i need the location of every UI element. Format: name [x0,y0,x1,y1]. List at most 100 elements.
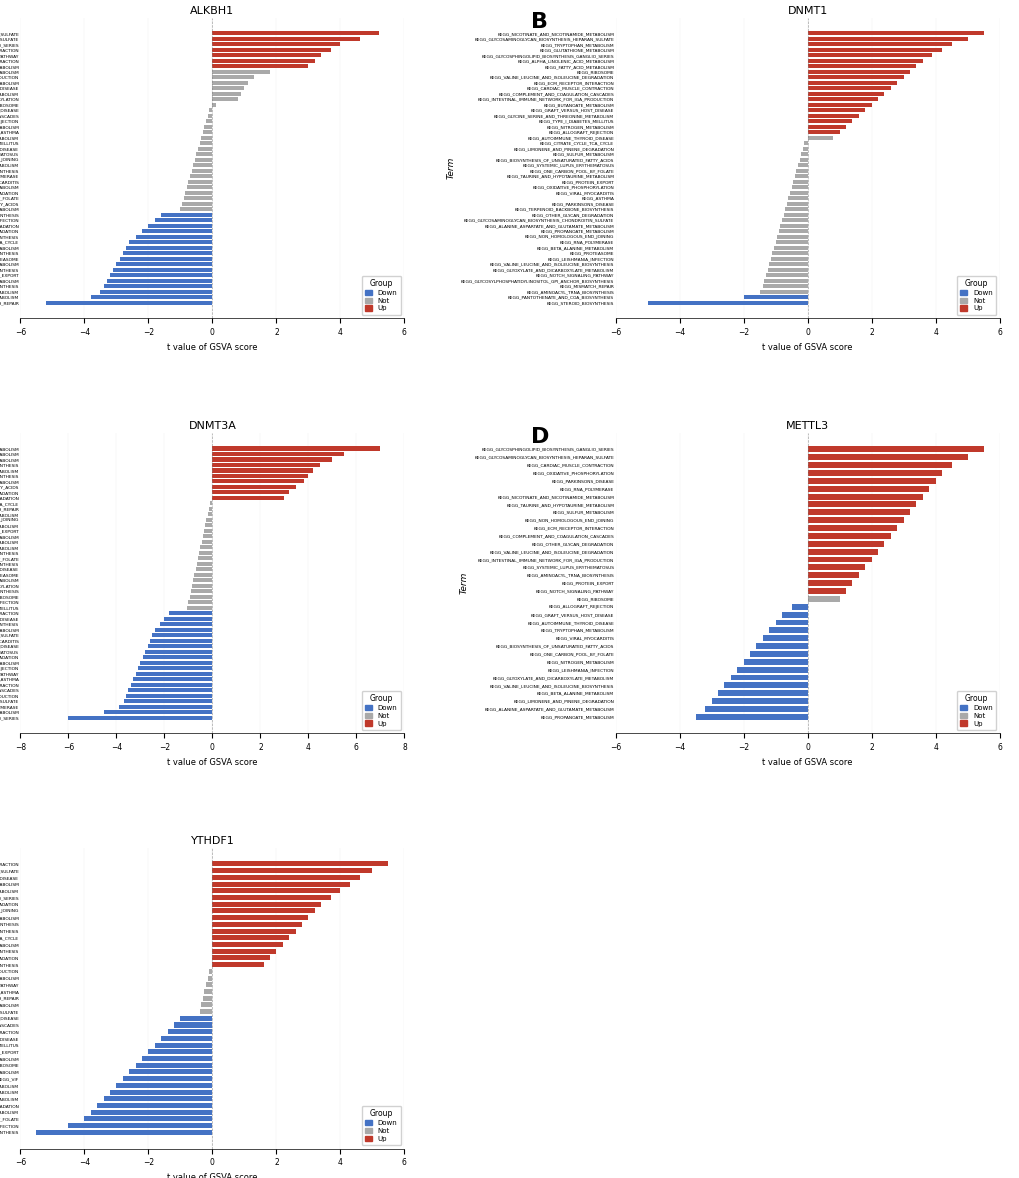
Bar [201,135,212,140]
Bar [206,518,212,522]
Bar [37,1130,212,1134]
Bar [212,496,284,499]
Bar [212,42,340,46]
Bar [737,667,807,673]
Legend: Down, Not, Up: Down, Not, Up [956,276,996,315]
Bar [212,881,350,887]
Bar [85,1117,212,1121]
Bar [797,164,807,167]
Bar [104,710,212,714]
Bar [788,197,807,200]
Bar [212,962,263,967]
Bar [200,1010,212,1014]
Bar [155,218,212,223]
Bar [195,158,212,161]
Bar [762,635,807,641]
Bar [212,928,296,934]
Bar [210,502,212,505]
Bar [807,102,871,107]
Bar [113,267,212,272]
Bar [100,290,212,293]
Bar [802,147,807,151]
Bar [807,596,839,602]
Bar [807,135,833,140]
Bar [167,1030,212,1034]
X-axis label: t value of GSVA score: t value of GSVA score [167,343,258,352]
Bar [212,59,315,62]
Bar [807,108,864,112]
Bar [136,234,212,239]
Bar [807,541,883,547]
Bar [141,661,212,664]
Bar [212,457,332,462]
Bar [212,479,304,483]
Bar [749,651,807,657]
Bar [768,263,807,266]
Bar [169,611,212,615]
Bar [208,114,212,118]
Bar [104,1097,212,1101]
Bar [122,1077,212,1081]
Bar [807,114,858,118]
Bar [201,1002,212,1007]
Bar [807,509,909,515]
Bar [200,545,212,549]
Bar [189,601,212,604]
Bar [148,1050,212,1054]
Bar [807,98,877,101]
Bar [807,549,877,555]
Bar [196,568,212,571]
Bar [212,48,330,52]
Bar [212,861,388,867]
Bar [186,185,212,190]
Bar [762,284,807,289]
Bar [193,578,212,582]
Bar [756,643,807,649]
Bar [142,1055,212,1061]
Bar [142,230,212,233]
Bar [91,1110,212,1114]
Bar [807,37,967,41]
Bar [212,98,237,101]
Bar [145,650,212,654]
Bar [807,92,883,95]
Bar [209,968,212,974]
Bar [164,617,212,621]
Bar [180,207,212,211]
Bar [208,975,212,980]
Bar [185,191,212,194]
Bar [799,158,807,161]
Bar [206,982,212,987]
Y-axis label: Term: Term [446,157,454,179]
Bar [107,279,212,283]
Bar [759,290,807,293]
Bar [704,706,807,712]
Bar [212,37,360,41]
Bar [212,875,360,880]
Bar [208,512,212,516]
Bar [161,1035,212,1041]
Bar [774,620,807,626]
Title: METTL3: METTL3 [786,421,828,431]
Bar [206,119,212,124]
X-axis label: t value of GSVA score: t value of GSVA score [761,757,852,767]
Bar [193,164,212,167]
Bar [212,86,245,91]
Bar [796,168,807,173]
Bar [155,628,212,631]
Y-axis label: Term: Term [460,573,469,594]
Bar [110,1090,212,1094]
Bar [136,671,212,676]
Bar [807,580,852,587]
Bar [110,273,212,277]
Bar [800,152,807,157]
Bar [212,908,315,913]
Bar [807,517,903,523]
Bar [807,32,982,35]
Bar [807,525,897,531]
Bar [128,688,212,693]
Bar [695,714,807,720]
Title: DNMT3A: DNMT3A [189,421,236,431]
Bar [126,694,212,697]
Bar [129,1070,212,1074]
